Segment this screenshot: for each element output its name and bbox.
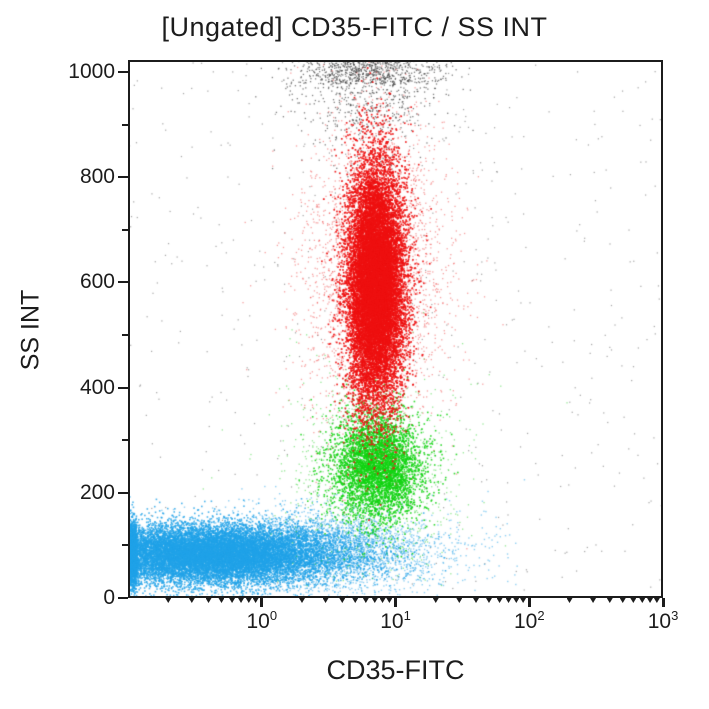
x-axis-label: CD35-FITC (326, 655, 465, 685)
x-minor-tick (566, 598, 573, 603)
y-axis-label: SS INT (16, 289, 45, 371)
x-minor-tick (432, 598, 439, 603)
x-minor-tick (379, 598, 386, 603)
x-tick-label: 102 (513, 608, 545, 633)
x-minor-tick (229, 598, 236, 603)
y-tick-label: 400 (79, 375, 115, 399)
x-major-tick (260, 598, 264, 607)
x-minor-tick (218, 598, 225, 603)
y-minor-tick (122, 123, 128, 126)
x-tick-label: 103 (647, 608, 679, 633)
y-tick-label: 600 (79, 270, 115, 294)
x-minor-tick (647, 598, 654, 603)
x-minor-tick (630, 598, 637, 603)
x-minor-tick (371, 598, 378, 603)
x-minor-tick (639, 598, 646, 603)
y-tick-label: 200 (79, 480, 115, 504)
x-tick-label: 100 (246, 608, 278, 633)
x-minor-tick (606, 598, 613, 603)
x-minor-tick (473, 598, 480, 603)
y-minor-tick (122, 439, 128, 442)
y-major-tick (118, 176, 128, 179)
x-minor-tick (252, 598, 259, 603)
x-minor-tick (188, 598, 195, 603)
x-major-tick (394, 598, 397, 607)
scatter-plot-canvas (128, 60, 663, 598)
y-major-tick (118, 597, 128, 599)
y-tick-label: 1000 (68, 60, 115, 84)
y-major-tick (118, 491, 128, 494)
x-minor-tick (245, 598, 252, 603)
y-tick-label: 0 (103, 586, 115, 609)
plot-title: [Ungated] CD35-FITC / SS INT (161, 12, 548, 42)
x-tick-label: 101 (380, 608, 411, 633)
x-minor-tick (362, 598, 369, 603)
x-minor-tick (505, 598, 512, 603)
y-tick-label: 800 (79, 165, 115, 189)
x-major-tick (527, 598, 531, 607)
x-minor-tick (520, 598, 527, 603)
x-minor-tick (496, 598, 503, 603)
x-minor-tick (485, 598, 492, 603)
x-minor-tick (513, 598, 520, 603)
y-minor-tick (122, 228, 128, 231)
y-minor-tick (122, 334, 128, 337)
x-minor-tick (322, 598, 329, 603)
x-minor-tick (205, 598, 212, 603)
x-minor-tick (238, 598, 245, 603)
x-minor-tick (339, 598, 346, 603)
x-minor-tick (299, 598, 305, 603)
y-major-tick (118, 281, 128, 284)
x-minor-tick (352, 598, 359, 603)
x-major-tick (661, 598, 665, 607)
y-major-tick (118, 71, 128, 74)
x-minor-tick (165, 598, 172, 603)
x-minor-tick (456, 598, 463, 603)
x-minor-tick (619, 598, 626, 603)
x-minor-tick (386, 598, 393, 603)
x-minor-tick (653, 598, 660, 603)
x-minor-tick (590, 598, 597, 603)
y-major-tick (118, 386, 128, 389)
y-minor-tick (122, 544, 128, 547)
